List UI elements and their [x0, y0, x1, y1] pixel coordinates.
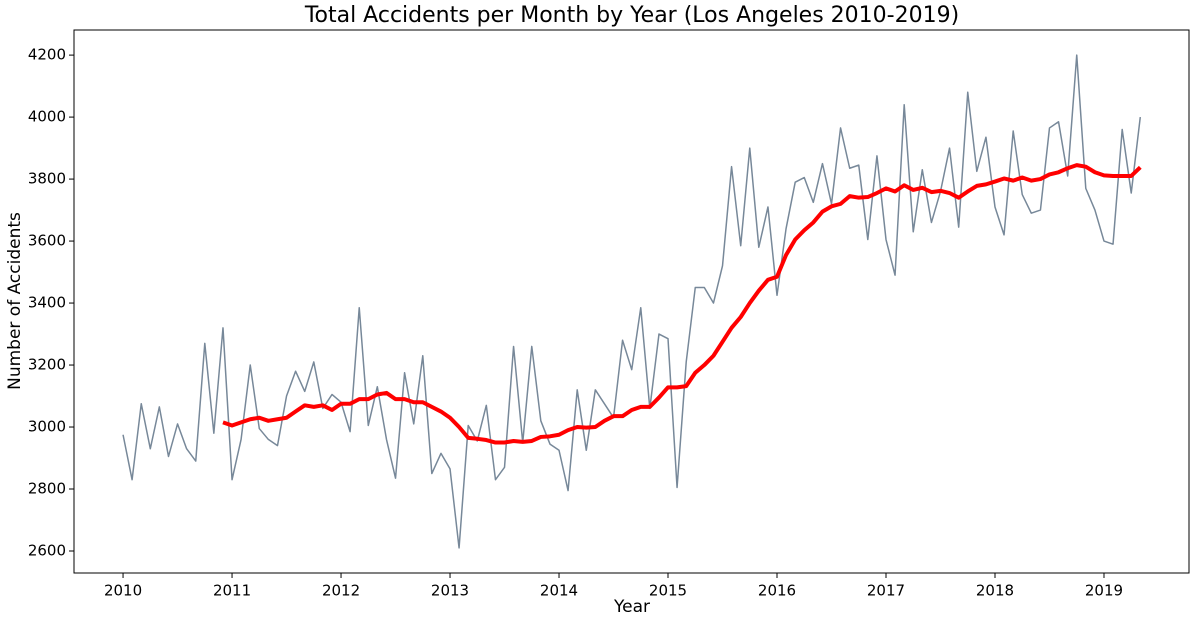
y-tick-label: 3000 — [28, 418, 66, 436]
y-tick-label: 3600 — [28, 232, 66, 250]
x-tick-label: 2019 — [1085, 582, 1123, 600]
data-line — [122, 54, 1142, 549]
x-tick-label: 2013 — [431, 582, 469, 600]
y-axis-label: Number of Accidents — [5, 212, 25, 390]
x-tick-label: 2015 — [649, 582, 687, 600]
x-tick-label: 2010 — [104, 582, 142, 600]
y-tick-label: 4200 — [28, 46, 66, 64]
x-tick-label: 2011 — [213, 582, 251, 600]
y-tick-label: 3400 — [28, 294, 66, 312]
y-tick-label: 3200 — [28, 356, 66, 374]
x-axis-label: Year — [613, 597, 650, 617]
chart-title: Total Accidents per Month by Year (Los A… — [304, 3, 959, 28]
x-tick-label: 2012 — [322, 582, 360, 600]
x-tick-label: 2017 — [867, 582, 905, 600]
x-tick-label: 2016 — [758, 582, 796, 600]
plot-frame — [73, 29, 1190, 574]
x-tick-label: 2014 — [540, 582, 578, 600]
x-tick-label: 2018 — [976, 582, 1014, 600]
y-tick-label: 3800 — [28, 170, 66, 188]
data-line — [222, 163, 1142, 445]
y-tick-label: 2600 — [28, 541, 66, 559]
y-tick-label: 4000 — [28, 108, 66, 126]
y-tick-label: 2800 — [28, 480, 66, 498]
